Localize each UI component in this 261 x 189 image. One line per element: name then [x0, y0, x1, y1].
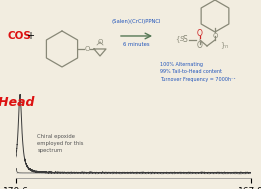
Text: O: O: [197, 29, 203, 39]
Text: (Salen)(CrCl)PPNCl: (Salen)(CrCl)PPNCl: [111, 19, 161, 24]
Text: O: O: [197, 41, 203, 50]
Text: 6 minutes: 6 minutes: [123, 42, 149, 47]
Text: S: S: [183, 36, 187, 44]
Text: Tail-Head: Tail-Head: [0, 96, 35, 109]
Text: COS: COS: [8, 31, 32, 41]
Text: $\mathsf{\}}_n$: $\mathsf{\}}_n$: [220, 41, 229, 51]
Text: +: +: [26, 31, 34, 41]
Text: Chiral epoxide
employed for this
spectrum: Chiral epoxide employed for this spectru…: [37, 134, 84, 153]
Text: O: O: [97, 39, 103, 45]
Text: O: O: [84, 46, 90, 52]
Text: 100% Alternating
99% Tail-to-Head content
Turnover Frequency = 7000h⁻¹: 100% Alternating 99% Tail-to-Head conten…: [160, 62, 235, 82]
Text: O: O: [212, 33, 218, 39]
Text: $\mathsf{\{}S$: $\mathsf{\{}S$: [175, 35, 186, 45]
